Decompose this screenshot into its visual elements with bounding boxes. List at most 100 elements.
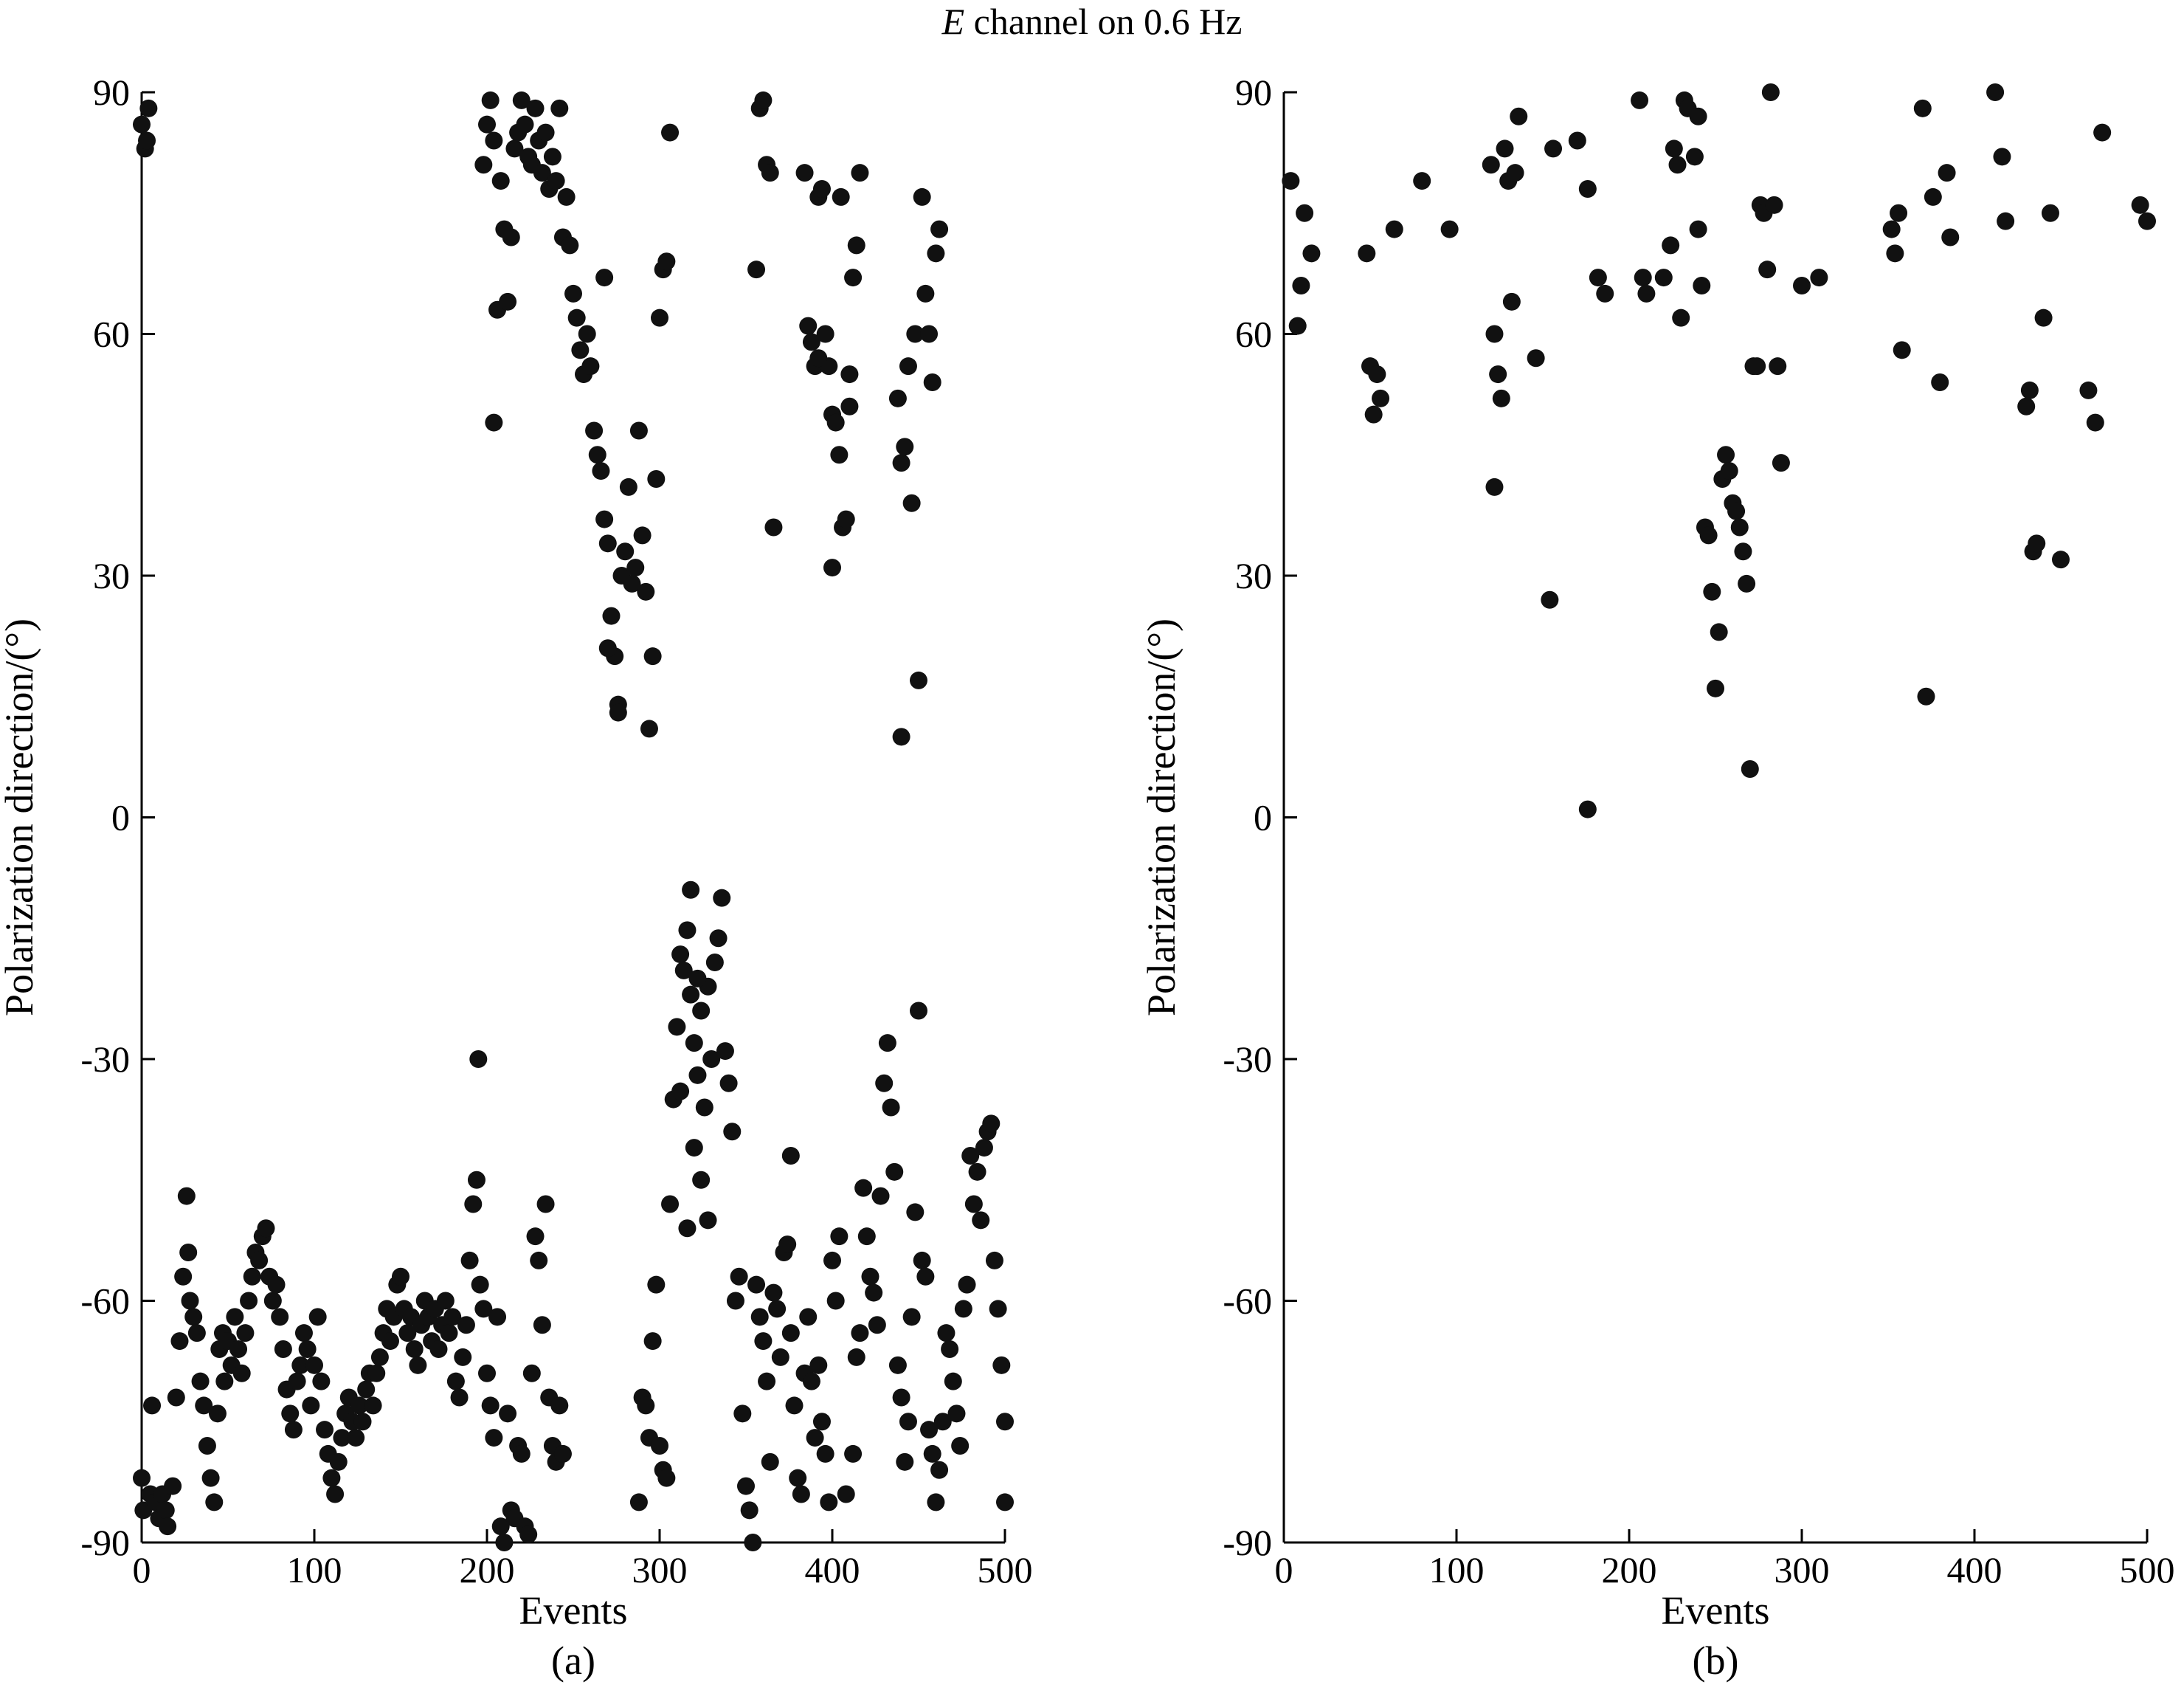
data-point — [906, 1203, 925, 1221]
data-point — [923, 373, 941, 391]
data-point — [243, 1267, 261, 1286]
data-point — [1544, 139, 1563, 158]
data-point — [668, 1018, 686, 1036]
data-point — [647, 470, 666, 488]
data-point — [682, 985, 700, 1004]
data-point — [854, 1179, 873, 1197]
data-point — [737, 1477, 755, 1495]
data-point — [1578, 180, 1597, 198]
data-point — [347, 1429, 365, 1447]
data-point — [481, 91, 500, 109]
data-point — [595, 269, 614, 287]
data-point — [1710, 623, 1728, 641]
data-point — [944, 1372, 962, 1390]
data-point — [899, 1413, 917, 1431]
data-point — [467, 1171, 485, 1189]
data-point — [851, 1324, 869, 1342]
data-point — [2020, 381, 2039, 399]
data-point — [187, 1324, 206, 1342]
data-point — [878, 1034, 896, 1052]
data-point — [392, 1267, 410, 1286]
data-point — [882, 1098, 900, 1117]
data-point — [910, 1002, 927, 1020]
data-point — [719, 1074, 738, 1092]
data-point — [179, 1244, 198, 1261]
data-point — [702, 1050, 721, 1068]
data-point — [609, 703, 627, 722]
data-point — [567, 308, 586, 327]
data-point — [156, 1501, 175, 1520]
data-point — [1527, 349, 1545, 368]
data-point — [1938, 164, 1956, 182]
data-point — [812, 180, 831, 198]
data-point — [699, 1211, 717, 1230]
data-point — [409, 1356, 427, 1374]
data-point — [499, 292, 517, 311]
data-point — [1772, 454, 1790, 472]
data-point — [920, 325, 939, 343]
data-point — [457, 1316, 475, 1334]
data-point — [226, 1308, 244, 1326]
data-point — [816, 325, 834, 343]
data-point — [888, 1356, 907, 1374]
data-point — [1931, 373, 1949, 391]
data-point — [682, 880, 700, 899]
data-point — [871, 1187, 890, 1205]
data-point — [1707, 679, 1724, 697]
data-point — [1485, 478, 1504, 496]
data-point — [885, 1162, 904, 1181]
data-point — [1440, 220, 1459, 238]
data-point — [512, 1444, 531, 1463]
data-point — [133, 1469, 151, 1487]
data-point — [1292, 277, 1310, 294]
data-point — [1665, 139, 1683, 158]
data-point — [875, 1074, 894, 1092]
data-point — [2138, 212, 2156, 230]
data-point — [281, 1404, 300, 1423]
data-point — [913, 1251, 931, 1269]
data-point — [937, 1324, 956, 1342]
x-tick-label: 500 — [2120, 1549, 2175, 1590]
data-point — [868, 1316, 886, 1334]
x-tick-label: 500 — [978, 1549, 1033, 1590]
data-point — [1997, 212, 2015, 230]
data-point — [927, 244, 945, 263]
data-point — [1717, 446, 1735, 464]
data-point — [832, 187, 850, 206]
data-point — [837, 1485, 855, 1503]
data-point — [716, 1042, 734, 1061]
data-point — [550, 99, 569, 117]
data-point — [768, 1300, 787, 1318]
data-point — [263, 1292, 282, 1310]
data-point — [799, 317, 818, 335]
data-point — [485, 131, 503, 150]
data-point — [1596, 284, 1614, 303]
data-point — [616, 542, 635, 561]
data-point — [996, 1413, 1014, 1431]
data-point — [985, 1251, 1003, 1269]
data-point — [647, 1275, 666, 1294]
data-point — [795, 164, 814, 182]
data-point — [651, 308, 668, 327]
data-point — [1358, 244, 1376, 263]
data-point — [844, 1444, 863, 1463]
data-point — [1510, 107, 1528, 125]
data-point — [941, 1340, 959, 1358]
data-point — [450, 1388, 469, 1407]
data-point — [764, 518, 783, 537]
data-point — [267, 1275, 286, 1294]
data-point — [250, 1251, 269, 1269]
data-point — [671, 945, 690, 964]
data-point — [678, 921, 697, 940]
data-point — [754, 1332, 773, 1351]
data-point — [809, 349, 828, 368]
y-tick-label: 90 — [93, 72, 130, 113]
data-point — [1924, 187, 1942, 206]
data-point — [436, 1292, 455, 1310]
data-point — [1506, 164, 1524, 182]
data-point — [678, 1219, 697, 1238]
data-point — [661, 123, 680, 142]
y-tick-label: -60 — [1223, 1280, 1272, 1322]
y-tick-label: -90 — [1223, 1522, 1272, 1563]
data-point — [2079, 381, 2098, 399]
